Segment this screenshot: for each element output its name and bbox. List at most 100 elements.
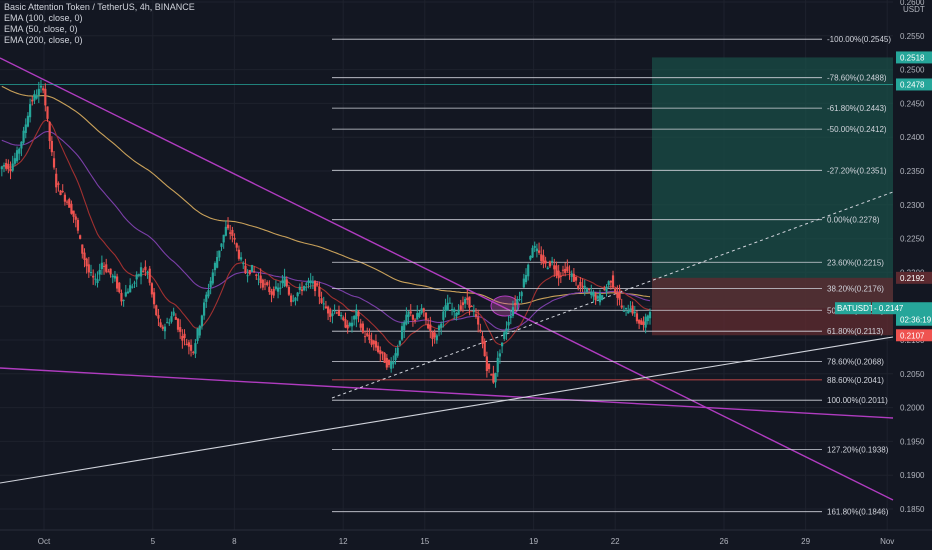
- candle-body: [296, 292, 299, 297]
- candle-body: [98, 269, 101, 275]
- candle-body: [237, 249, 241, 259]
- candle-body: [261, 279, 264, 288]
- candle-body: [381, 351, 384, 354]
- candle-body: [411, 315, 415, 320]
- candle-body: [189, 344, 193, 351]
- time-tick-label: Oct: [38, 537, 51, 546]
- candle-body: [638, 319, 641, 324]
- candle-body: [609, 280, 612, 283]
- candle-body: [648, 312, 652, 319]
- candle-body: [13, 158, 16, 164]
- candle-body: [583, 285, 586, 288]
- candle-body: [266, 282, 269, 285]
- candle-body: [122, 299, 125, 301]
- candle-body: [218, 250, 221, 258]
- indicator-ema-100[interactable]: EMA (100, close, 0): [4, 13, 83, 23]
- candle-body: [179, 327, 182, 332]
- time-axis-bg: [0, 530, 932, 550]
- candle-body: [0, 166, 3, 170]
- indicator-ema-50[interactable]: EMA (50, close, 0): [4, 24, 78, 34]
- candle-body: [461, 302, 465, 306]
- candle-body: [374, 341, 378, 348]
- candle-body: [429, 324, 432, 332]
- candle-body: [446, 302, 449, 311]
- ema-lines: [1, 85, 651, 348]
- candle-body: [146, 271, 149, 274]
- candle-body: [385, 357, 388, 368]
- candle-body: [440, 323, 443, 328]
- candle-body: [166, 322, 169, 324]
- candle-body: [557, 270, 560, 279]
- candle-body: [535, 248, 538, 252]
- candle-body: [170, 316, 173, 322]
- price-tick-label: 0.2600: [900, 0, 925, 7]
- candle-body: [620, 305, 623, 308]
- candle-body: [479, 329, 482, 332]
- candle-body: [198, 325, 201, 336]
- price-tick-label: 0.2400: [900, 133, 925, 142]
- candle-body: [281, 280, 284, 284]
- candle-body: [11, 163, 14, 171]
- candle-body: [298, 286, 301, 290]
- candle-body: [94, 278, 97, 280]
- candle-body: [498, 353, 502, 357]
- time-tick-label: 22: [611, 537, 620, 546]
- candle-body: [522, 278, 525, 288]
- candle-body: [403, 322, 406, 331]
- candle-body: [22, 130, 25, 143]
- candle-body: [353, 315, 356, 320]
- candle-body: [300, 289, 304, 292]
- candle-body: [377, 345, 380, 353]
- candle-body: [596, 296, 599, 299]
- chart-legend: Basic Attention Token / TetherUS, 4h, BI…: [4, 2, 195, 46]
- candle-body: [642, 321, 645, 325]
- candle-body: [546, 267, 549, 270]
- candle-body: [357, 311, 360, 317]
- candle-body: [279, 287, 282, 289]
- indicator-ema-200[interactable]: EMA (200, close, 0): [4, 35, 83, 45]
- candle-body: [44, 88, 47, 106]
- candle-body: [7, 163, 10, 170]
- time-tick-label: 5: [151, 537, 156, 546]
- candle-body: [144, 266, 147, 271]
- candle-body: [544, 260, 547, 264]
- candle-body: [316, 283, 319, 286]
- candle-body: [405, 314, 408, 325]
- candle-body: [333, 310, 336, 312]
- price-tick-label: 0.1850: [900, 505, 925, 514]
- price-axis[interactable]: 0.2600 0.2550 0.2500 0.2450 0.2400 0.2350 0.23…: [835, 0, 932, 530]
- fib-label: 78.60%(0.2068): [827, 358, 884, 367]
- candle-body: [168, 322, 171, 324]
- candle-body: [605, 286, 608, 292]
- candle-body: [2, 164, 6, 166]
- candle-body: [581, 285, 584, 288]
- candle-body: [118, 282, 121, 293]
- candle-body: [216, 257, 219, 268]
- candle-body: [396, 347, 399, 356]
- candle-body: [433, 332, 436, 338]
- candle-body: [424, 312, 428, 321]
- candle-body: [203, 302, 206, 316]
- candle-body: [42, 88, 45, 91]
- ema-50-line: [1, 130, 651, 331]
- candle-body: [346, 324, 349, 329]
- candle-body: [616, 292, 619, 298]
- candle-body: [39, 85, 43, 88]
- candle-body: [640, 320, 643, 325]
- candle-body: [33, 93, 36, 101]
- candle-body: [79, 235, 82, 239]
- candle-body: [305, 283, 308, 285]
- candle-body: [148, 268, 151, 283]
- candle-body: [61, 190, 64, 192]
- candle-body: [213, 262, 217, 271]
- price-tag-bg: [896, 51, 932, 64]
- candle-body: [611, 275, 615, 288]
- candle-body: [566, 266, 569, 271]
- fib-label: 0.00%(0.2278): [827, 216, 880, 225]
- time-axis[interactable]: Oct58121519222629Nov36: [0, 529, 932, 550]
- candle-body: [105, 264, 108, 272]
- candle-body: [531, 247, 534, 258]
- candle-body: [176, 318, 180, 330]
- candle-body: [622, 310, 625, 312]
